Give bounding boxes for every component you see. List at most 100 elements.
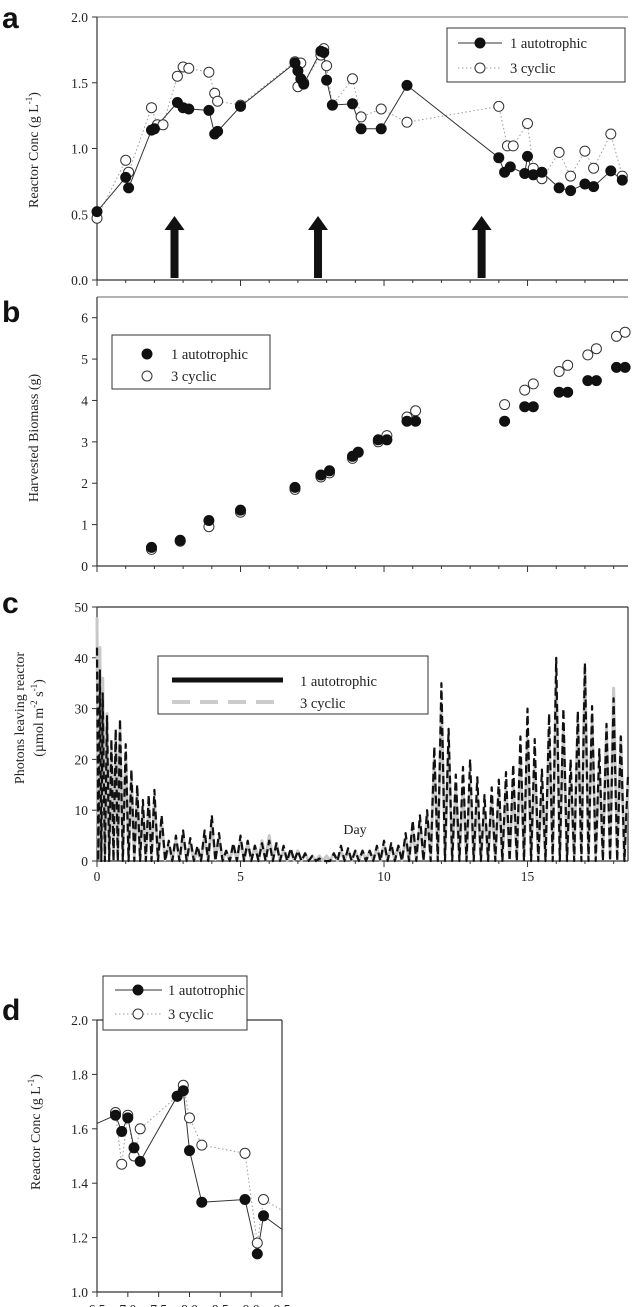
panel-b: b Harvested Biomass (g) 0 1 2 3 4 5 6 1 autotr… — [2, 296, 631, 574]
panel-c-y-tick-label: 20 — [75, 752, 89, 767]
panel-d-point-cyclic — [184, 1112, 195, 1124]
panel-d-point-cyclic — [251, 1237, 263, 1249]
panel-a-point-cyclic — [553, 146, 565, 158]
panel-d-x-tick-label: 8.5 — [212, 1302, 229, 1307]
panel-b-point-autotrophic — [315, 469, 327, 481]
harvest-arrow-head — [471, 216, 492, 230]
panel-a-y-tick-label: 1.5 — [71, 76, 88, 91]
harvest-arrow-head — [308, 216, 329, 230]
panel-d-point-autotrophic — [116, 1126, 128, 1137]
panel-d-point-autotrophic — [239, 1194, 251, 1205]
panel-a-point-autotrophic — [120, 171, 132, 183]
harvest-arrow-shaft — [477, 226, 486, 278]
panel-b-point-cyclic — [527, 378, 539, 390]
panel-d: d Reactor Conc (g L-1) 1.0 1.2 1.4 1.6 1.8 2.… — [2, 975, 291, 1307]
panel-d-point-cyclic — [134, 1123, 146, 1135]
panel-c-x-tick-label: 5 — [237, 869, 244, 884]
panel-b-y-tick-label: 3 — [81, 435, 88, 450]
panel-d-x-tick-label: 7.5 — [150, 1302, 167, 1307]
panel-c-y-axis-label-line1: Photons leaving reactor — [13, 652, 28, 785]
panel-a-legend-box — [446, 27, 626, 83]
panel-a-point-autotrophic — [588, 181, 600, 193]
panel-a-point-autotrophic — [91, 206, 103, 218]
panel-d-point-autotrophic — [258, 1210, 269, 1222]
panel-d-markers — [110, 1079, 269, 1260]
panel-d-axes: 1.0 1.2 1.4 1.6 1.8 2.0 6.5 7.0 7.5 8.0 8.5 9.0 9.5 — [71, 1013, 291, 1307]
panel-d-y-tick-label: 1.8 — [71, 1067, 88, 1082]
panel-d-point-autotrophic — [110, 1109, 121, 1121]
panel-a-legend-label-autotrophic: 1 autotrophic — [510, 36, 587, 52]
panel-d-x-tick-label: 6.5 — [89, 1302, 106, 1307]
panel-a-point-cyclic — [347, 73, 358, 85]
harvest-arrow-head — [164, 216, 185, 230]
panel-b-point-autotrophic — [235, 504, 246, 516]
panel-a-point-cyclic — [401, 116, 413, 128]
panel-d-legend-label-cyclic: 3 cyclic — [168, 1007, 214, 1023]
panel-d-y-axis-label: Reactor Conc (g L-1) — [26, 1074, 44, 1190]
panel-d-point-cyclic — [239, 1147, 251, 1159]
panel-d-point-autotrophic — [128, 1142, 140, 1154]
panel-b-point-autotrophic — [499, 415, 511, 427]
panel-d-y-tick-label: 1.4 — [71, 1176, 88, 1191]
panel-a-legend-marker-autotrophic — [474, 37, 486, 49]
panel-d-point-cyclic — [116, 1158, 128, 1170]
panel-d-point-autotrophic — [196, 1196, 208, 1208]
panel-b-y-axis-label: Harvested Biomass (g) — [27, 374, 42, 503]
panel-a-point-autotrophic — [321, 74, 333, 86]
panel-a-y-tick-label: 1.0 — [71, 142, 88, 157]
panel-a-point-cyclic — [605, 128, 617, 140]
panel-d-point-autotrophic — [184, 1145, 195, 1157]
harvest-arrow-shaft — [170, 226, 179, 278]
panel-c-y-tick-label: 30 — [75, 702, 89, 717]
panel-a-point-autotrophic — [616, 174, 628, 186]
panel-a-point-autotrophic — [347, 98, 358, 110]
panel-d-point-autotrophic — [134, 1155, 146, 1167]
panel-b-legend-marker-autotrophic — [141, 348, 153, 360]
panel-c-legend-label-cyclic: 3 cyclic — [300, 696, 346, 712]
panel-a-point-cyclic — [120, 154, 132, 166]
panel-d-x-tick-label: 9.0 — [243, 1302, 260, 1307]
panel-a-point-cyclic — [183, 62, 195, 74]
panel-a-y-tick-label: 2.0 — [71, 10, 88, 25]
panel-a-point-autotrophic — [203, 104, 215, 116]
panel-b-y-tick-label: 4 — [81, 393, 88, 408]
panel-a-point-autotrophic — [565, 185, 577, 197]
panel-a-point-autotrophic — [536, 166, 548, 178]
panel-d-legend: 1 autotrophic 3 cyclic — [102, 975, 248, 1031]
panel-d-legend-box — [102, 975, 248, 1031]
panel-a-point-autotrophic — [235, 100, 246, 112]
panel-a-y-axis-label: Reactor Conc (g L-1) — [24, 92, 42, 208]
panel-a-point-autotrophic — [318, 47, 330, 58]
panel-c-legend: 1 autotrophic 3 cyclic — [157, 655, 429, 715]
panel-b-y-tick-label: 5 — [81, 352, 88, 367]
panel-b-point-cyclic — [619, 326, 631, 338]
panel-a-axes: 0.0 0.5 1.0 1.5 2.0 — [71, 10, 628, 288]
panel-a-point-cyclic — [579, 145, 591, 157]
panel-b-legend-label-cyclic: 3 cyclic — [171, 369, 217, 385]
panel-a-point-cyclic — [522, 118, 533, 129]
panel-a-point-autotrophic — [148, 123, 160, 135]
panel-c-legend-label-autotrophic: 1 autotrophic — [300, 674, 377, 690]
panel-b-y-tick-label: 2 — [81, 476, 88, 491]
panel-a-point-cyclic — [493, 100, 505, 112]
panel-b-y-tick-label: 6 — [81, 311, 88, 326]
panel-d-point-autotrophic — [177, 1085, 189, 1097]
panel-d-legend-marker-autotrophic — [132, 984, 144, 996]
panel-d-y-tick-label: 1.6 — [71, 1122, 88, 1137]
panel-b-point-cyclic — [519, 384, 531, 396]
panel-c-x-tick-label: 15 — [521, 869, 535, 884]
panel-b-point-autotrophic — [324, 465, 335, 477]
panel-a-legend-marker-cyclic — [474, 62, 486, 74]
panel-c-x-tick-label: 10 — [377, 869, 391, 884]
panel-b-point-autotrophic — [289, 481, 301, 493]
panel-b-point-autotrophic — [352, 446, 364, 458]
panel-b-point-autotrophic — [146, 541, 157, 553]
panel-b-point-autotrophic — [562, 386, 574, 398]
panel-b-point-cyclic — [553, 366, 565, 377]
panel-b-point-cyclic — [410, 405, 422, 417]
panel-b-legend-marker-cyclic — [141, 370, 153, 382]
panel-a-point-cyclic — [171, 70, 183, 82]
panel-label-d: d — [2, 994, 20, 1027]
panel-d-y-tick-label: 1.2 — [71, 1231, 88, 1246]
